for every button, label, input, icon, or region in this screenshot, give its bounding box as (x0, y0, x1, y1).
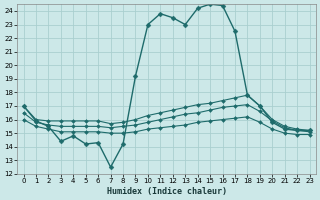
X-axis label: Humidex (Indice chaleur): Humidex (Indice chaleur) (107, 187, 227, 196)
